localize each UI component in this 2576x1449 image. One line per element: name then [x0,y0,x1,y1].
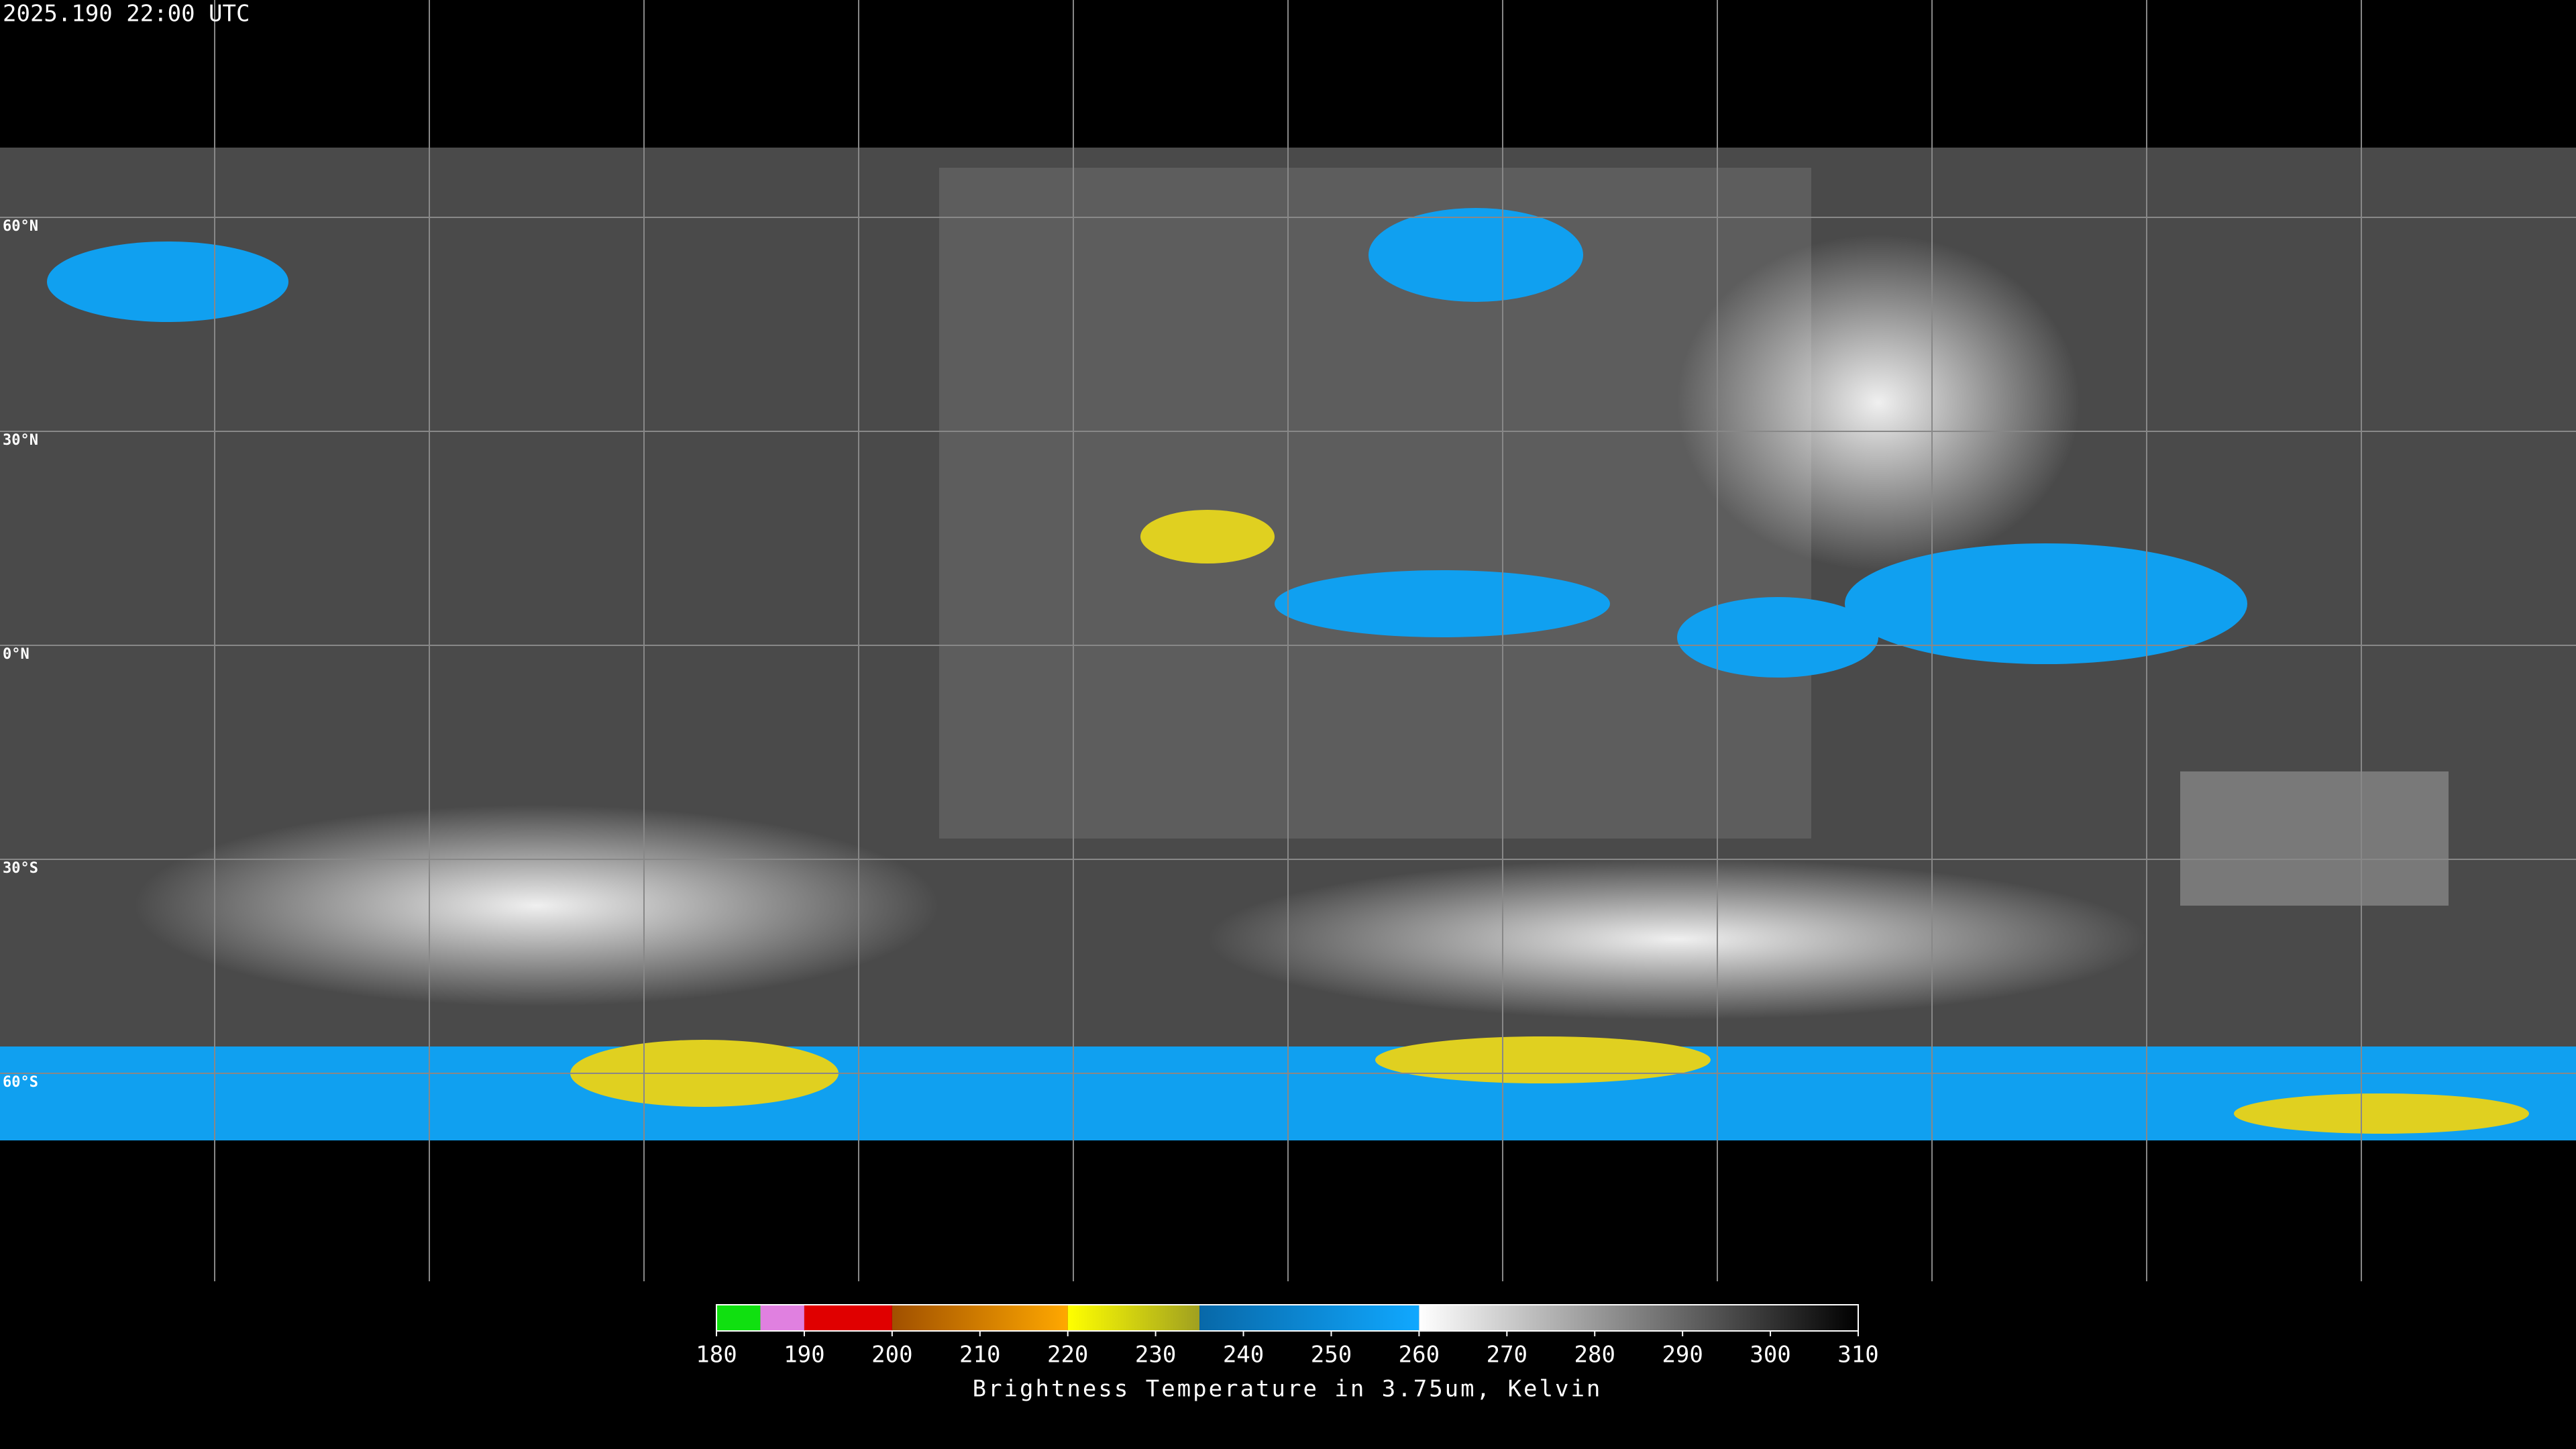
latitude-label: 60°N [3,218,38,235]
latitude-label: 60°S [3,1074,38,1091]
colorbar-tick-label: 190 [784,1342,824,1368]
colorbar-tick-label: 260 [1399,1342,1440,1368]
latitude-label: 30°S [3,860,38,877]
land-patch [2180,771,2449,906]
colorbar-tick-label: 240 [1223,1342,1264,1368]
cloud [134,805,939,1006]
title: 2025.190 22:00 UTC [3,1,250,28]
latitude-label: 0°N [3,646,30,663]
colorbar-tick-label: 230 [1135,1342,1176,1368]
colorbar-tick-label: 290 [1662,1342,1703,1368]
cold-cloud [1140,510,1275,564]
colorbar-tick-label: 200 [871,1342,912,1368]
cloud [1677,235,2080,570]
cold-cloud [47,241,288,322]
colorbar-tick-label: 250 [1311,1342,1352,1368]
colorbar-segment [892,1305,1068,1331]
cold-cloud [2234,1093,2529,1134]
colorbar-tick-label: 300 [1750,1342,1790,1368]
cold-cloud [1368,208,1583,302]
cold-cloud [1677,597,1878,678]
colorbar-tick-label: 210 [959,1342,1000,1368]
colorbar-segment [804,1305,892,1331]
colorbar-label: Brightness Temperature in 3.75um, Kelvin [973,1376,1603,1403]
colorbar-tick-label: 220 [1047,1342,1088,1368]
colorbar-tick-label: 310 [1837,1342,1878,1368]
colorbar-frame [716,1304,1859,1332]
cold-cloud [1275,570,1610,637]
colorbar-segment [760,1305,804,1331]
latitude-label: 30°N [3,432,38,449]
cold-cloud [1375,1036,1711,1083]
land-patch [939,168,1811,839]
colorbar-tick-label: 270 [1487,1342,1527,1368]
colorbar-tick-label: 180 [696,1342,737,1368]
colorbar-segment [1199,1305,1419,1331]
colorbar-segment [716,1305,761,1331]
cloud [1208,859,2147,1020]
colorbar-segment [1419,1305,1858,1331]
colorbar-tick-label: 280 [1574,1342,1615,1368]
longitude-grid [214,0,2362,1281]
colorbar-segment [1067,1305,1200,1331]
